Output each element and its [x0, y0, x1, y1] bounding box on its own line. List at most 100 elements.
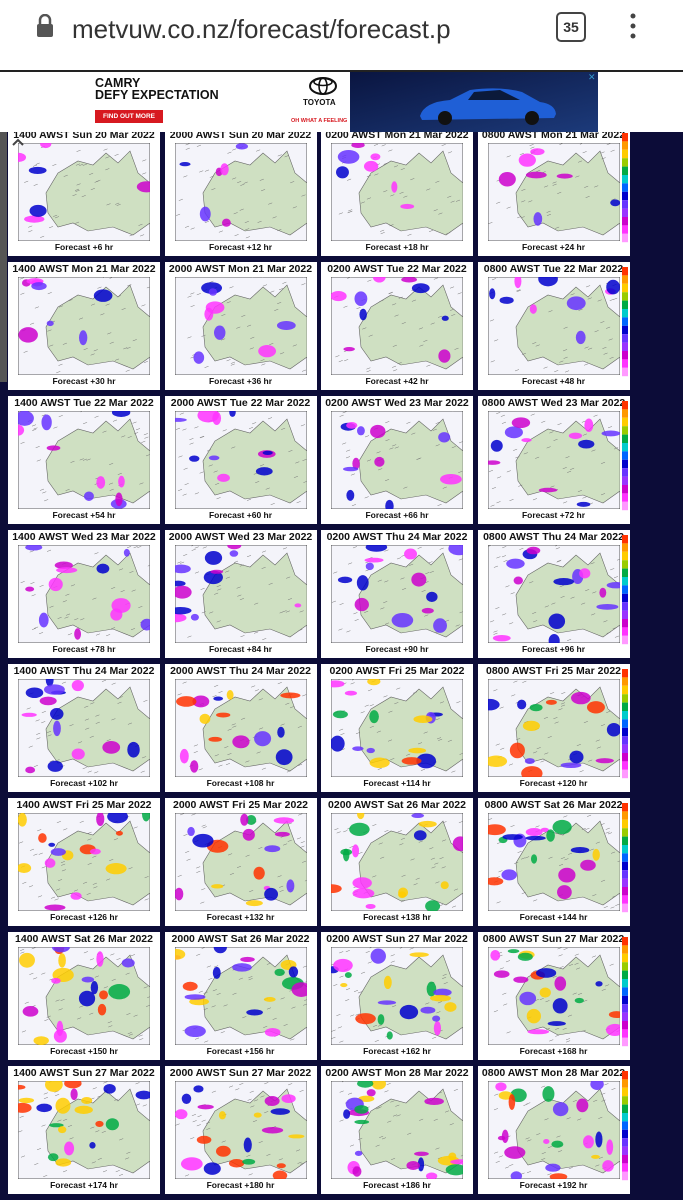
- forecast-card[interactable]: 1400 AWST Sun 27 Mar 2022 Forecast +174 h…: [8, 1066, 160, 1194]
- forecast-label: Forecast +114 hr: [363, 778, 431, 788]
- forecast-map: [174, 411, 307, 509]
- forecast-title: 0800 AWST Wed 23 Mar 2022: [481, 397, 626, 409]
- forecast-card[interactable]: 0800 AWST Thu 24 Mar 2022 Forecast +96 hr: [477, 530, 630, 658]
- forecast-title: 2000 AWST Mon 21 Mar 2022: [168, 263, 313, 275]
- forecast-card[interactable]: 0800 AWST Sat 26 Mar 2022 Forecast +144 h…: [477, 798, 630, 926]
- forecast-card[interactable]: 1400 AWST Thu 24 Mar 2022 Forecast +102 h…: [8, 664, 160, 792]
- url[interactable]: metvuw.co.nz/forecast/forecast.p: [72, 14, 451, 44]
- forecast-map: [174, 143, 307, 241]
- forecast-map: [18, 679, 150, 777]
- ad-tagline: DEFY EXPECTATION: [95, 88, 219, 102]
- ad-slogan: OH WHAT A FEELING: [291, 118, 348, 124]
- forecast-card[interactable]: 1400 AWST Sun 20 Mar 2022 Forecast +6 hr: [8, 132, 160, 256]
- ad-close[interactable]: ✕: [588, 72, 596, 82]
- forecast-title: 1400 AWST Sun 20 Mar 2022: [13, 132, 155, 141]
- forecast-grid: 1400 AWST Sun 20 Mar 2022 Forecast +6 hr 2…: [0, 132, 683, 1200]
- browser-bar: metvuw.co.nz/forecast/forecast.p 35: [0, 0, 683, 72]
- forecast-title: 2000 AWST Thu 24 Mar 2022: [170, 665, 311, 677]
- forecast-card[interactable]: 0200 AWST Mon 28 Mar 2022 Forecast +186 h…: [321, 1066, 473, 1194]
- forecast-title: 0800 AWST Thu 24 Mar 2022: [483, 531, 624, 543]
- forecast-card[interactable]: 2000 AWST Sat 26 Mar 2022 Forecast +156 h…: [164, 932, 317, 1060]
- forecast-card[interactable]: 1400 AWST Sat 26 Mar 2022 Forecast +150 h…: [8, 932, 160, 1060]
- forecast-label: Forecast +18 hr: [365, 242, 429, 252]
- forecast-map: [331, 277, 463, 375]
- forecast-card[interactable]: 2000 AWST Sun 27 Mar 2022 Forecast +180 h…: [164, 1066, 317, 1194]
- forecast-map: [331, 411, 463, 509]
- forecast-card[interactable]: 0200 AWST Fri 25 Mar 2022 Forecast +114 h…: [321, 664, 473, 792]
- scroll-handle[interactable]: [0, 132, 7, 382]
- forecast-card[interactable]: 0800 AWST Wed 23 Mar 2022 Forecast +72 hr: [477, 396, 630, 524]
- forecast-card[interactable]: 1400 AWST Mon 21 Mar 2022 Forecast +30 hr: [8, 262, 160, 390]
- forecast-title: 0800 AWST Sun 27 Mar 2022: [482, 933, 625, 945]
- forecast-title: 2000 AWST Tue 22 Mar 2022: [170, 397, 311, 409]
- forecast-map: [18, 1081, 150, 1179]
- forecast-card[interactable]: 2000 AWST Wed 23 Mar 2022 Forecast +84 hr: [164, 530, 317, 658]
- color-scale: [621, 535, 628, 645]
- forecast-card[interactable]: 0200 AWST Sat 26 Mar 2022 Forecast +138 h…: [321, 798, 473, 926]
- color-scale: [621, 803, 628, 913]
- forecast-label: Forecast +102 hr: [50, 778, 118, 788]
- forecast-title: 1400 AWST Wed 23 Mar 2022: [12, 531, 156, 543]
- forecast-map: [174, 813, 307, 911]
- forecast-card[interactable]: 0200 AWST Thu 24 Mar 2022 Forecast +90 hr: [321, 530, 473, 658]
- forecast-label: Forecast +24 hr: [521, 242, 586, 252]
- forecast-card[interactable]: 0800 AWST Fri 25 Mar 2022 Forecast +120 h…: [477, 664, 630, 792]
- forecast-card[interactable]: 0200 AWST Sun 27 Mar 2022 Forecast +162 h…: [321, 932, 473, 1060]
- forecast-map: [174, 947, 307, 1045]
- forecast-title: 0800 AWST Sat 26 Mar 2022: [484, 799, 623, 811]
- forecast-map: [331, 1081, 463, 1179]
- forecast-label: Forecast +42 hr: [365, 376, 429, 386]
- forecast-card[interactable]: 0800 AWST Mon 28 Mar 2022 Forecast +192 h…: [477, 1066, 630, 1194]
- forecast-title: 2000 AWST Fri 25 Mar 2022: [172, 799, 308, 811]
- scroll-up-button[interactable]: [10, 136, 26, 148]
- forecast-map: [331, 813, 463, 911]
- forecast-title: 0800 AWST Mon 28 Mar 2022: [481, 1067, 626, 1079]
- forecast-card[interactable]: 0800 AWST Tue 22 Mar 2022 Forecast +48 hr: [477, 262, 630, 390]
- forecast-card[interactable]: 2000 AWST Mon 21 Mar 2022 Forecast +36 hr: [164, 262, 317, 390]
- ad-banner[interactable]: CAMRY DEFY EXPECTATION FIND OUT MORE TOY…: [0, 72, 683, 132]
- forecast-label: Forecast +6 hr: [54, 242, 114, 252]
- forecast-label: Forecast +144 hr: [519, 912, 588, 922]
- forecast-card[interactable]: 2000 AWST Tue 22 Mar 2022 Forecast +60 hr: [164, 396, 317, 524]
- forecast-card[interactable]: 0800 AWST Sun 27 Mar 2022 Forecast +168 h…: [477, 932, 630, 1060]
- forecast-map: [18, 143, 150, 241]
- forecast-map: [174, 1081, 307, 1179]
- forecast-label: Forecast +12 hr: [208, 242, 273, 252]
- forecast-title: 0200 AWST Fri 25 Mar 2022: [329, 665, 465, 677]
- forecast-map: [331, 545, 463, 643]
- forecast-label: Forecast +120 hr: [519, 778, 588, 788]
- forecast-card[interactable]: 2000 AWST Sun 20 Mar 2022 Forecast +12 hr: [164, 132, 317, 256]
- forecast-map: [18, 411, 150, 509]
- forecast-card[interactable]: 0200 AWST Mon 21 Mar 2022 Forecast +18 hr: [321, 132, 473, 256]
- forecast-card[interactable]: 2000 AWST Fri 25 Mar 2022 Forecast +132 h…: [164, 798, 317, 926]
- forecast-card[interactable]: 0800 AWST Mon 21 Mar 2022 Forecast +24 hr: [477, 132, 630, 256]
- forecast-card[interactable]: 1400 AWST Tue 22 Mar 2022 Forecast +54 hr: [8, 396, 160, 524]
- forecast-card[interactable]: 0200 AWST Tue 22 Mar 2022 Forecast +42 hr: [321, 262, 473, 390]
- forecast-label: Forecast +150 hr: [50, 1046, 118, 1056]
- forecast-card[interactable]: 1400 AWST Fri 25 Mar 2022 Forecast +126 h…: [8, 798, 160, 926]
- ad-brand: TOYOTA: [303, 98, 336, 107]
- forecast-title: 0200 AWST Mon 28 Mar 2022: [325, 1067, 469, 1079]
- forecast-label: Forecast +126 hr: [50, 912, 118, 922]
- menu-button[interactable]: [628, 12, 638, 40]
- forecast-card[interactable]: 1400 AWST Wed 23 Mar 2022 Forecast +78 hr: [8, 530, 160, 658]
- forecast-title: 1400 AWST Mon 21 Mar 2022: [12, 263, 156, 275]
- ad-button[interactable]: FIND OUT MORE: [95, 110, 163, 123]
- forecast-title: 0200 AWST Thu 24 Mar 2022: [326, 531, 468, 543]
- forecast-map: [487, 1081, 620, 1179]
- forecast-title: 1400 AWST Fri 25 Mar 2022: [16, 799, 152, 811]
- forecast-label: Forecast +186 hr: [363, 1180, 431, 1190]
- forecast-label: Forecast +78 hr: [52, 644, 116, 654]
- forecast-label: Forecast +30 hr: [52, 376, 116, 386]
- forecast-title: 2000 AWST Wed 23 Mar 2022: [168, 531, 313, 543]
- forecast-map: [18, 545, 150, 643]
- tab-count[interactable]: 35: [556, 12, 586, 42]
- color-scale: [621, 401, 628, 511]
- forecast-map: [487, 143, 620, 241]
- forecast-title: 2000 AWST Sun 20 Mar 2022: [169, 132, 312, 141]
- forecast-label: Forecast +138 hr: [363, 912, 431, 922]
- forecast-map: [18, 813, 150, 911]
- forecast-card[interactable]: 0200 AWST Wed 23 Mar 2022 Forecast +66 hr: [321, 396, 473, 524]
- forecast-card[interactable]: 2000 AWST Thu 24 Mar 2022 Forecast +108 h…: [164, 664, 317, 792]
- forecast-map: [174, 277, 307, 375]
